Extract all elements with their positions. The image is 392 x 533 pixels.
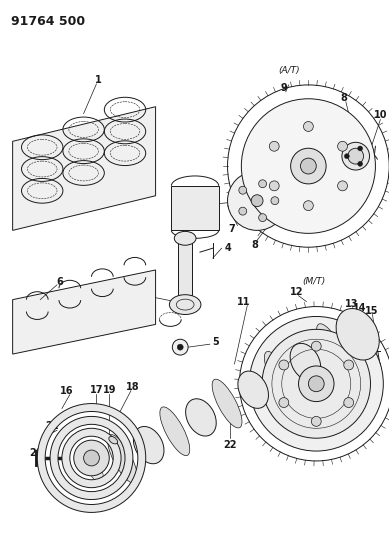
Ellipse shape bbox=[109, 437, 118, 444]
Ellipse shape bbox=[272, 368, 286, 384]
Circle shape bbox=[269, 141, 279, 151]
Circle shape bbox=[344, 360, 354, 370]
Ellipse shape bbox=[212, 379, 242, 428]
Circle shape bbox=[239, 186, 247, 194]
Text: 22: 22 bbox=[223, 440, 236, 450]
Circle shape bbox=[251, 195, 263, 207]
Circle shape bbox=[309, 376, 324, 392]
Ellipse shape bbox=[247, 381, 260, 398]
Text: 8: 8 bbox=[340, 93, 347, 103]
Circle shape bbox=[303, 122, 313, 132]
Text: 16: 16 bbox=[60, 386, 74, 395]
Circle shape bbox=[177, 344, 183, 350]
Circle shape bbox=[338, 141, 347, 151]
Circle shape bbox=[74, 440, 109, 476]
Text: (M/T): (M/T) bbox=[303, 277, 326, 286]
Text: 91764 500: 91764 500 bbox=[11, 14, 85, 28]
Circle shape bbox=[342, 142, 370, 170]
Circle shape bbox=[262, 329, 370, 438]
Text: 7: 7 bbox=[228, 224, 235, 235]
Circle shape bbox=[241, 99, 376, 233]
Circle shape bbox=[259, 214, 267, 222]
Ellipse shape bbox=[168, 423, 181, 440]
Text: 18: 18 bbox=[126, 382, 140, 392]
Text: 2: 2 bbox=[250, 193, 256, 204]
Text: 17: 17 bbox=[90, 385, 103, 395]
Circle shape bbox=[83, 450, 100, 466]
Circle shape bbox=[227, 171, 287, 230]
Text: 14: 14 bbox=[353, 303, 367, 312]
Text: 13: 13 bbox=[345, 298, 359, 309]
Ellipse shape bbox=[108, 434, 138, 483]
Ellipse shape bbox=[353, 341, 363, 347]
Circle shape bbox=[259, 180, 267, 188]
Text: 8: 8 bbox=[252, 240, 259, 250]
Circle shape bbox=[303, 201, 313, 211]
Text: 21: 21 bbox=[45, 421, 59, 431]
FancyBboxPatch shape bbox=[171, 186, 219, 230]
Ellipse shape bbox=[194, 409, 208, 426]
Ellipse shape bbox=[336, 309, 379, 360]
Circle shape bbox=[279, 398, 289, 408]
Text: 3: 3 bbox=[177, 297, 183, 306]
Circle shape bbox=[311, 416, 321, 426]
Circle shape bbox=[249, 317, 383, 451]
Text: 12: 12 bbox=[290, 287, 303, 297]
Ellipse shape bbox=[351, 326, 364, 343]
Wedge shape bbox=[37, 403, 146, 512]
Ellipse shape bbox=[90, 464, 103, 481]
Ellipse shape bbox=[174, 231, 196, 245]
Text: 20: 20 bbox=[29, 448, 43, 458]
Ellipse shape bbox=[116, 450, 129, 467]
Text: 4: 4 bbox=[224, 243, 231, 253]
Ellipse shape bbox=[160, 407, 190, 456]
Text: 15: 15 bbox=[365, 305, 378, 316]
Ellipse shape bbox=[142, 437, 155, 454]
Circle shape bbox=[344, 398, 354, 408]
Ellipse shape bbox=[220, 395, 234, 412]
FancyBboxPatch shape bbox=[178, 240, 192, 295]
Ellipse shape bbox=[186, 399, 216, 436]
Circle shape bbox=[290, 148, 326, 184]
Text: 1: 1 bbox=[95, 75, 102, 85]
Circle shape bbox=[299, 366, 334, 401]
Ellipse shape bbox=[325, 340, 338, 357]
Ellipse shape bbox=[169, 295, 201, 314]
Polygon shape bbox=[13, 107, 156, 230]
Circle shape bbox=[338, 181, 347, 191]
Text: (A/T): (A/T) bbox=[278, 66, 299, 75]
Text: 6: 6 bbox=[56, 277, 64, 287]
Ellipse shape bbox=[264, 351, 294, 400]
Wedge shape bbox=[50, 416, 133, 499]
Ellipse shape bbox=[299, 354, 312, 370]
Ellipse shape bbox=[238, 371, 269, 408]
Circle shape bbox=[279, 360, 289, 370]
Circle shape bbox=[311, 341, 321, 351]
Text: 9: 9 bbox=[280, 83, 287, 93]
Ellipse shape bbox=[290, 343, 321, 381]
Circle shape bbox=[344, 154, 349, 159]
Text: 19: 19 bbox=[102, 385, 116, 395]
Polygon shape bbox=[13, 270, 156, 354]
Circle shape bbox=[172, 339, 188, 355]
Circle shape bbox=[358, 161, 363, 166]
Circle shape bbox=[239, 207, 247, 215]
Circle shape bbox=[269, 181, 279, 191]
Wedge shape bbox=[62, 429, 121, 488]
Circle shape bbox=[301, 158, 316, 174]
Text: 10: 10 bbox=[374, 110, 387, 119]
Text: 5: 5 bbox=[212, 337, 219, 347]
Circle shape bbox=[271, 197, 279, 205]
Ellipse shape bbox=[317, 324, 347, 373]
Ellipse shape bbox=[133, 426, 164, 464]
Circle shape bbox=[348, 148, 364, 164]
Circle shape bbox=[358, 146, 363, 151]
Text: 11: 11 bbox=[236, 297, 250, 306]
